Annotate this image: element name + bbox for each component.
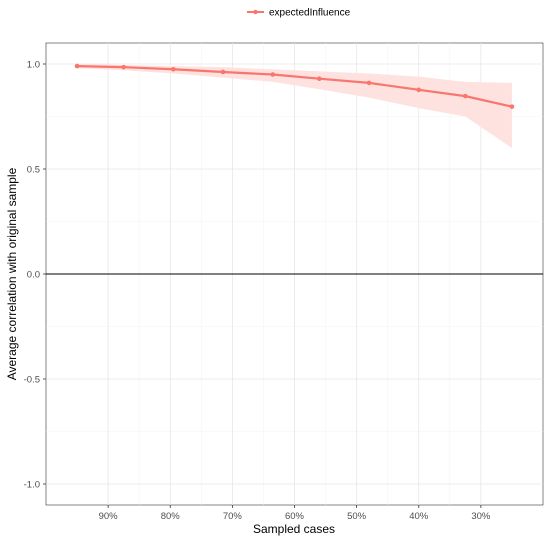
y-tick-label: 0.5 xyxy=(27,165,40,176)
y-tick-label: 1.0 xyxy=(27,60,40,71)
data-point xyxy=(416,87,422,93)
data-point xyxy=(509,104,515,109)
data-point xyxy=(220,69,226,75)
x-axis-ticks: 90% 80% 70% 60% 50% 40% 30% xyxy=(99,505,491,522)
legend: expectedInfluence xyxy=(247,8,351,19)
series-line xyxy=(77,65,513,108)
y-tick-label: 0.0 xyxy=(27,270,40,281)
x-tick-label: 80% xyxy=(161,511,181,522)
data-point xyxy=(463,93,468,99)
data-point xyxy=(74,63,80,69)
data-point xyxy=(270,72,276,77)
confidence-band xyxy=(77,64,512,148)
confidence-band-layer xyxy=(77,64,512,148)
data-point xyxy=(317,76,322,81)
x-tick-label: 40% xyxy=(409,511,429,522)
x-tick-label: 50% xyxy=(347,511,367,522)
x-tick-label: 30% xyxy=(471,511,491,522)
data-point xyxy=(121,64,126,70)
y-tick-label: -0.5 xyxy=(24,375,40,386)
y-tick-label: -1.0 xyxy=(24,480,40,491)
data-point xyxy=(366,80,372,86)
legend-point-swatch xyxy=(253,9,258,15)
x-tick-label: 70% xyxy=(223,511,243,522)
y-axis-ticks: -1.0 -0.5 0.0 0.5 1.0 xyxy=(24,60,46,491)
data-point xyxy=(171,66,176,72)
x-tick-label: 90% xyxy=(99,511,119,522)
legend-label: expectedInfluence xyxy=(269,8,351,19)
series-layer xyxy=(74,63,515,109)
x-axis-title: Sampled cases xyxy=(253,522,335,536)
y-axis-title: Average correlation with original sample xyxy=(5,167,19,380)
x-tick-label: 60% xyxy=(285,511,305,522)
